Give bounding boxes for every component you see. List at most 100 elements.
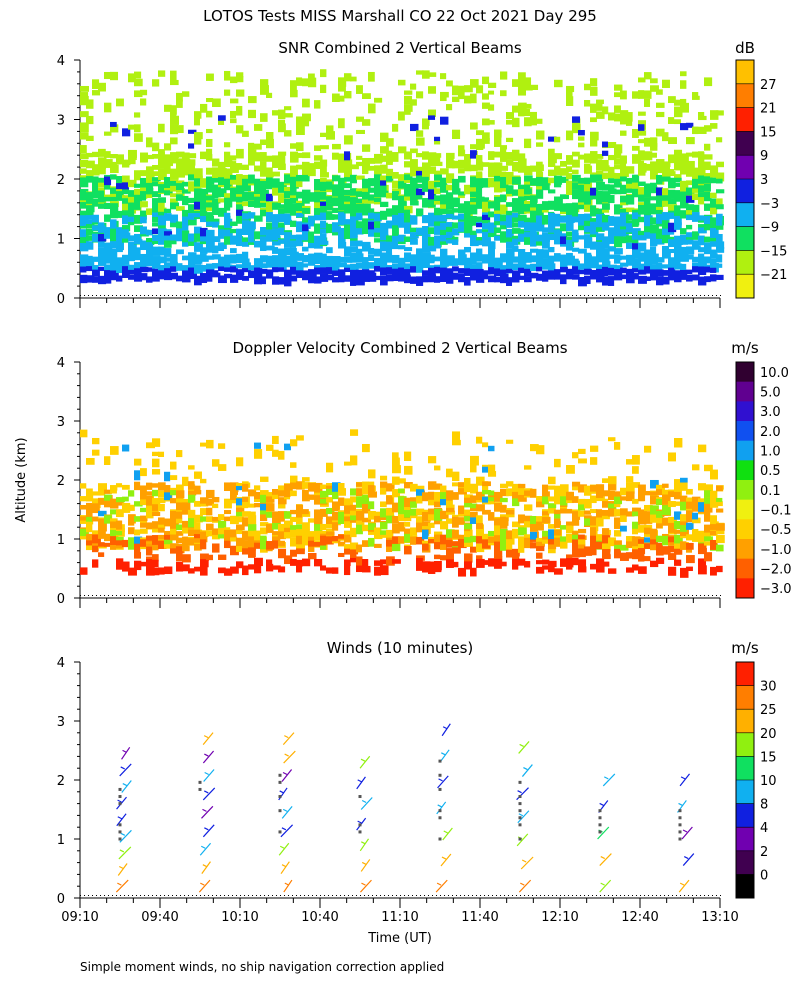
ground-dot — [312, 595, 313, 596]
ground-dot — [220, 295, 221, 296]
heat-cell — [632, 212, 641, 220]
heat-cell — [524, 175, 533, 182]
heat-cell — [98, 258, 105, 265]
heat-cell — [638, 539, 645, 544]
heat-cell — [206, 439, 214, 449]
heat-cell — [494, 162, 503, 170]
heat-cell — [482, 223, 490, 230]
heat-cell — [536, 266, 543, 272]
heat-cell — [404, 252, 412, 260]
heat-cell — [350, 235, 358, 244]
heat-cell — [218, 207, 227, 217]
ground-dot — [292, 895, 293, 896]
heat-cell — [368, 227, 376, 237]
heat-cell — [92, 559, 99, 568]
heat-cell — [620, 195, 629, 203]
heat-cell — [338, 516, 346, 525]
heat-cell — [494, 547, 503, 557]
heat-cell — [500, 483, 509, 488]
heat-cell — [266, 496, 275, 503]
heat-cell — [338, 84, 346, 92]
heat-cell — [170, 221, 179, 228]
heat-cell — [260, 209, 267, 217]
heat-cell — [224, 70, 231, 81]
heat-cell — [206, 489, 215, 499]
heat-cell — [518, 233, 527, 242]
heat-cell — [188, 568, 195, 574]
heat-cell — [344, 498, 353, 507]
heat-cell — [482, 197, 490, 202]
heat-cell — [158, 527, 165, 533]
heat-cell — [416, 264, 424, 273]
heat-cell — [560, 508, 567, 514]
ground-dot — [652, 895, 653, 896]
heat-cell — [134, 173, 141, 181]
wind-barb-flag — [441, 856, 447, 860]
heat-cell — [260, 500, 269, 506]
heat-cell — [206, 523, 214, 531]
heat-cell — [440, 492, 449, 500]
heat-cell — [476, 222, 484, 228]
heat-cell — [512, 176, 521, 185]
heat-cell — [314, 201, 321, 208]
heat-cell — [584, 242, 592, 249]
ground-dot — [328, 595, 329, 596]
heat-cell — [152, 258, 161, 266]
heat-cell — [524, 465, 532, 470]
heat-cell — [386, 483, 395, 492]
ground-dot — [528, 595, 529, 596]
heat-cell — [626, 177, 635, 184]
heat-cell — [98, 247, 106, 257]
heat-cell — [314, 276, 322, 284]
heat-cell — [566, 525, 574, 534]
heat-cell — [230, 529, 237, 538]
heat-cell — [80, 266, 87, 273]
ground-dot — [428, 895, 429, 896]
heat-cell — [368, 71, 375, 82]
heat-cell — [206, 269, 214, 275]
ground-dot — [320, 295, 321, 296]
heat-cell — [470, 181, 479, 188]
heat-cell — [434, 560, 442, 571]
ground-dot — [612, 295, 613, 296]
wind-barb — [282, 732, 295, 745]
ground-dot — [288, 595, 289, 596]
heat-cell — [176, 125, 184, 134]
heat-cell — [488, 211, 497, 218]
heat-cell — [626, 214, 635, 221]
wind-barb — [516, 833, 529, 847]
heat-cell — [518, 514, 525, 524]
ground-dot — [384, 595, 385, 596]
ground-dot — [476, 895, 477, 896]
ground-dot — [504, 595, 505, 596]
wind-barb — [198, 879, 211, 893]
heat-cell — [716, 565, 723, 573]
heat-cell — [518, 167, 525, 173]
heat-cell — [260, 527, 268, 535]
heat-cell — [224, 535, 232, 542]
heat-cell — [458, 193, 465, 199]
heat-cell — [644, 256, 651, 265]
snr-panel-title: SNR Combined 2 Vertical Beams — [278, 39, 521, 57]
heat-cell — [512, 161, 521, 170]
heat-cell — [578, 458, 587, 464]
heat-cell — [236, 189, 244, 195]
heat-cell — [92, 165, 101, 172]
heat-cell — [530, 231, 538, 241]
heat-cell — [386, 544, 393, 552]
heat-cell — [440, 218, 447, 227]
heat-cell — [332, 567, 339, 574]
heat-cell — [134, 90, 143, 98]
heat-cell — [80, 516, 89, 521]
heat-cell — [134, 470, 141, 481]
doppler-units: m/s — [731, 339, 759, 357]
heat-cell — [590, 241, 597, 250]
ground-dot — [636, 295, 637, 296]
heat-cell — [512, 548, 520, 557]
heat-cell — [200, 247, 208, 254]
ground-dot — [296, 595, 297, 596]
heat-cell — [200, 442, 208, 447]
heat-cell — [434, 534, 442, 543]
heat-cell — [482, 204, 491, 213]
wind-barb-flag — [120, 832, 126, 836]
